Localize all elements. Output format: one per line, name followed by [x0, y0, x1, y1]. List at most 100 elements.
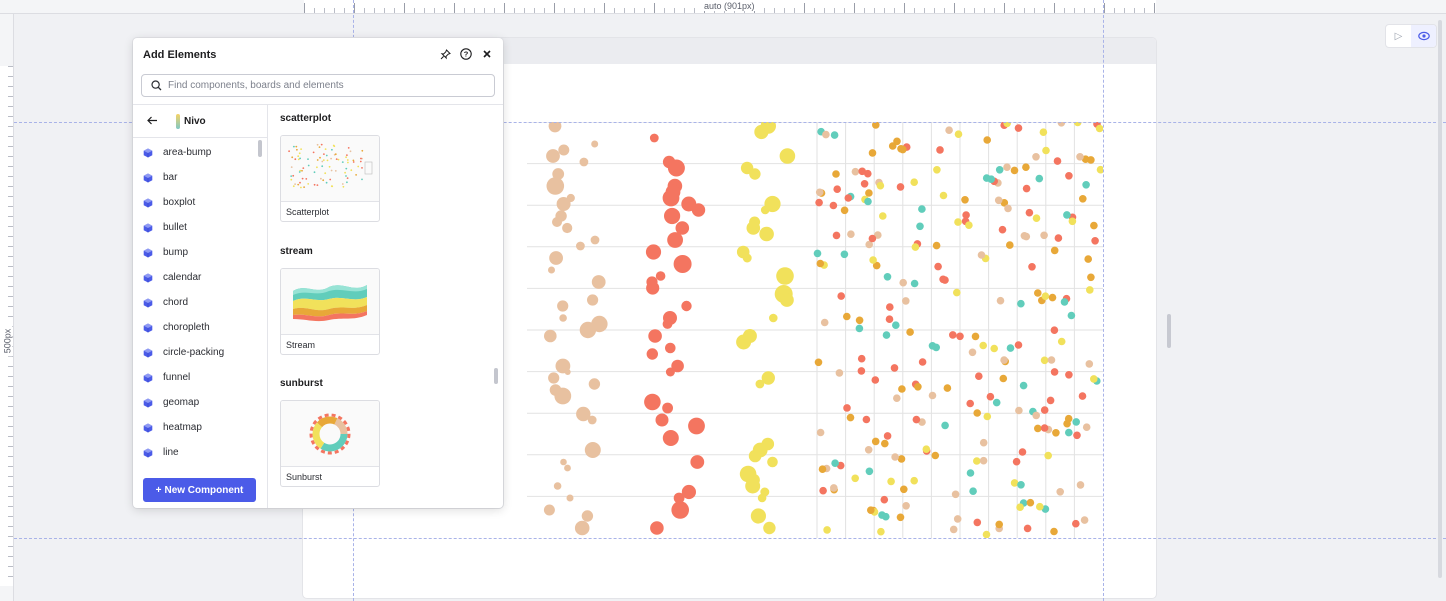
thumb-point: [292, 185, 295, 188]
sidebar-item-line[interactable]: line: [133, 440, 258, 465]
swarm-point: [552, 217, 562, 227]
sidebar-item-label: calendar: [163, 272, 202, 283]
thumb-point: [321, 160, 324, 163]
thumb-point: [298, 171, 301, 173]
thumb-point: [342, 185, 345, 188]
sidebar-item-circle-packing[interactable]: circle-packing: [133, 340, 258, 365]
search-icon: [151, 80, 162, 91]
thumb-point: [316, 159, 319, 161]
back-arrow-icon[interactable]: [147, 114, 158, 128]
gallery-scrollbar[interactable]: [494, 368, 498, 384]
sidebar-item-label: line: [163, 447, 179, 458]
help-icon[interactable]: ?: [460, 48, 472, 60]
scatter-point: [996, 296, 1005, 305]
scatter-point: [1004, 204, 1012, 213]
scatter-point: [1019, 381, 1028, 390]
thumb-point: [300, 148, 302, 150]
scatter-point: [1010, 479, 1019, 487]
scatter-point: [916, 222, 924, 231]
scatter-point: [1032, 214, 1041, 222]
close-icon[interactable]: [481, 48, 493, 60]
thumb-point: [318, 146, 321, 148]
thumb-point: [299, 157, 301, 160]
scatter-point: [1022, 184, 1031, 193]
thumb-point: [325, 181, 328, 184]
scatter-point: [857, 367, 866, 375]
scatter-point: [945, 126, 953, 134]
scatter-point: [1073, 122, 1082, 127]
scatter-point: [831, 459, 839, 468]
scatter-point: [902, 502, 910, 510]
scatter-point: [883, 273, 892, 281]
scatter-point: [968, 348, 977, 357]
scatter-point: [971, 332, 980, 341]
card-sunburst[interactable]: Sunburst: [280, 400, 380, 487]
cube-icon: [143, 423, 153, 432]
scatter-point: [865, 467, 874, 476]
sidebar-item-chord[interactable]: chord: [133, 290, 258, 315]
scatter-point: [893, 394, 901, 403]
scatter-point: [962, 211, 970, 219]
sidebar-item-funnel[interactable]: funnel: [133, 365, 258, 390]
sidebar-item-bump[interactable]: bump: [133, 240, 258, 265]
scatter-point: [891, 453, 899, 461]
sunburst-thumbnail: [281, 401, 379, 467]
scatter-point: [998, 225, 1007, 234]
swarm-point: [675, 221, 690, 235]
scatter-point: [956, 332, 964, 341]
swarm-point: [562, 222, 573, 234]
eye-icon[interactable]: [1411, 25, 1436, 47]
thumb-point: [355, 174, 357, 176]
scatter-point: [880, 495, 889, 504]
swarm-point: [554, 387, 572, 405]
sidebar-item-bar[interactable]: bar: [133, 165, 258, 190]
sidebar-item-heatmap[interactable]: heatmap: [133, 415, 258, 440]
pin-icon[interactable]: [439, 48, 451, 60]
card-stream[interactable]: Stream: [280, 268, 380, 355]
sidebar-item-boxplot[interactable]: boxplot: [133, 190, 258, 215]
sidebar-item-choropleth[interactable]: choropleth: [133, 315, 258, 340]
scatter-point: [1065, 428, 1073, 437]
scatter-point: [1039, 128, 1048, 136]
nivo-swarmplot-scatter-preview[interactable]: [527, 122, 1103, 538]
play-icon[interactable]: ▷: [1394, 30, 1403, 42]
swarm-point: [553, 482, 562, 490]
scatter-point: [914, 383, 922, 391]
sidebar-item-calendar[interactable]: calendar: [133, 265, 258, 290]
canvas-scrollbar[interactable]: [1438, 20, 1442, 578]
thumb-point: [344, 171, 346, 174]
scatter-point: [973, 518, 982, 527]
scatter-point: [951, 490, 960, 499]
scatter-point: [840, 206, 849, 215]
scatter-point: [953, 288, 961, 297]
scatter-point: [872, 261, 881, 270]
sidebar-item-area-bump[interactable]: area-bump: [133, 140, 258, 165]
sidebar-item-geomap[interactable]: geomap: [133, 390, 258, 415]
card-scatterplot[interactable]: Scatterplot: [280, 135, 380, 222]
scatter-point: [1086, 286, 1094, 294]
stream-thumbnail: [281, 269, 379, 335]
swarm-point: [590, 235, 600, 245]
thumb-point: [347, 161, 349, 164]
thumb-point: [346, 177, 349, 179]
sidebar-item-bullet[interactable]: bullet: [133, 215, 258, 240]
search-input[interactable]: [168, 80, 468, 91]
board-resize-handle[interactable]: [1167, 314, 1171, 348]
thumb-point: [328, 165, 331, 168]
scatter-point: [820, 318, 829, 327]
scatter-point: [835, 369, 844, 377]
cube-icon: [143, 148, 153, 157]
swarm-point: [746, 221, 761, 235]
library-header: Nivo: [133, 105, 267, 138]
new-component-button[interactable]: + New Component: [143, 478, 256, 502]
scatter-point: [953, 515, 962, 523]
swarm-point: [576, 241, 585, 251]
thumb-point: [313, 183, 316, 186]
scatter-point: [941, 421, 949, 430]
horizontal-ruler: auto (901px): [0, 0, 1446, 14]
swarm-point: [564, 369, 571, 375]
list-scrollbar[interactable]: [258, 140, 262, 157]
search-field[interactable]: [141, 74, 495, 97]
sidebar-item-label: circle-packing: [163, 347, 225, 358]
scatter-point: [1022, 163, 1030, 171]
